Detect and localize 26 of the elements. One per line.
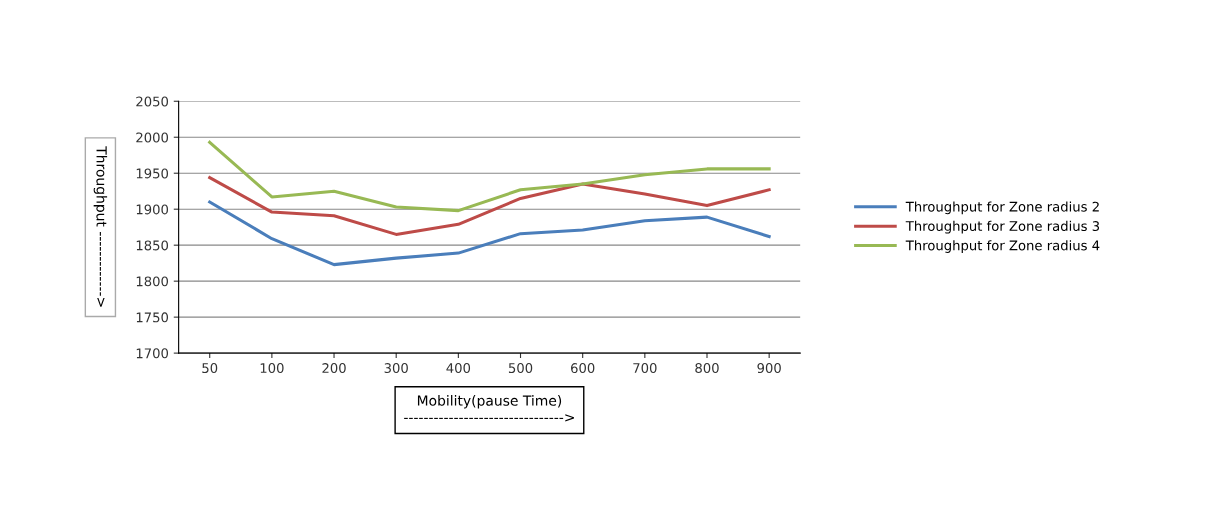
line-series	[208, 140, 771, 213]
y-tick-label: 2000	[136, 132, 169, 143]
y-tick-label: 1850	[136, 240, 169, 251]
line-series	[208, 176, 771, 236]
x-axis-title: Mobility(pause Time) -------------------------------->	[404, 395, 574, 422]
x-tick-label: 800	[695, 363, 719, 374]
legend-label: Throughput for Zone radius 3	[905, 220, 1100, 234]
x-tick-label: 50	[202, 363, 218, 374]
x-tick-label: 500	[508, 363, 533, 374]
y-tick-label: 1950	[136, 168, 169, 179]
y-axis-title: Throughput ------------->	[93, 146, 108, 307]
x-tick-label: 400	[446, 363, 471, 374]
x-tick-label: 200	[322, 363, 346, 374]
x-tick-label: 100	[260, 363, 284, 374]
y-tick-label: 1700	[136, 348, 169, 359]
x-tick-label: 300	[384, 363, 408, 374]
y-tick-label: 1900	[136, 204, 169, 215]
legend-label: Throughput for Zone radius 4	[905, 240, 1100, 253]
x-tick-label: 700	[633, 363, 657, 374]
line-series	[208, 200, 771, 267]
x-tick-label: 600	[571, 363, 595, 374]
x-tick-label: 900	[757, 363, 781, 374]
y-tick-label: 1800	[136, 276, 169, 287]
y-tick-label: 1750	[136, 312, 169, 323]
y-tick-label: 2050	[136, 96, 169, 107]
legend-label: Throughput for Zone radius 2	[905, 201, 1099, 215]
